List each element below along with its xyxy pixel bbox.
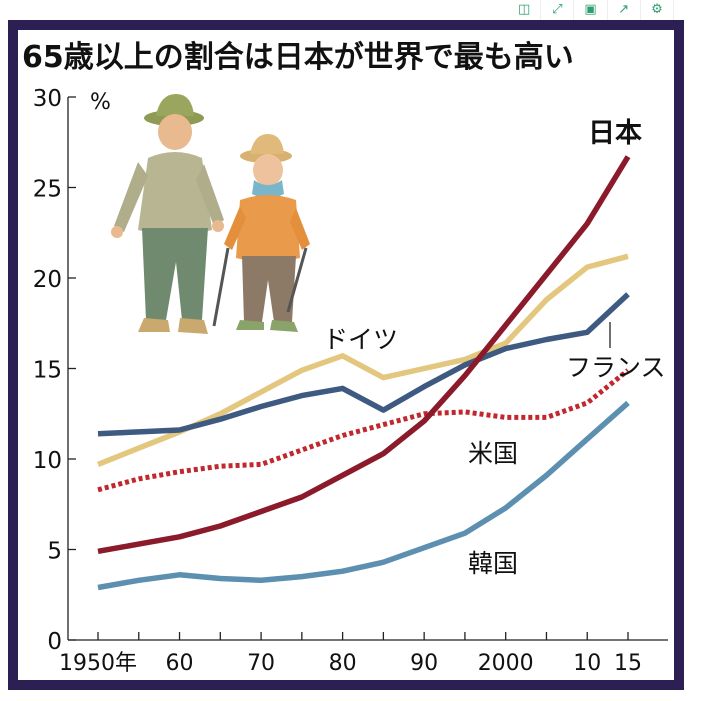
y-tick-label: 20 xyxy=(33,267,62,293)
x-tick-label: 10 xyxy=(573,651,601,676)
series-label-2: フランス xyxy=(566,353,666,382)
series-line-0 xyxy=(97,155,631,555)
series-line-2 xyxy=(97,292,630,437)
axes: 0 5 10 15 20 25 30 % 1950年 60 70 80 90 2000 10 15 xyxy=(33,86,668,676)
x-tick-label: 15 xyxy=(614,651,642,676)
y-tick-label: 0 xyxy=(47,629,62,655)
line-chart: 0 5 10 15 20 25 30 % 1950年 60 70 80 90 2000 10 15 日本ドイツ… xyxy=(33,86,668,676)
fullscreen-icon[interactable]: ⤢ xyxy=(541,0,575,20)
y-tick-label: 5 xyxy=(47,539,62,565)
save-icon[interactable]: ▣ xyxy=(574,0,608,20)
chart-panel: 65歳以上の割合は日本が世界で最も高い xyxy=(18,30,674,680)
series-label-1: ドイツ xyxy=(323,325,398,354)
viewer-toolbar: ◫ ⤢ ▣ ↗ ⚙ xyxy=(508,0,675,21)
x-tick-label: 2000 xyxy=(478,651,534,676)
x-tick-label: 90 xyxy=(410,651,438,676)
share-icon[interactable]: ↗ xyxy=(608,0,641,20)
series-label-4: 韓国 xyxy=(468,549,518,578)
series-line-1 xyxy=(96,253,629,467)
page-icon[interactable]: ◫ xyxy=(508,0,542,20)
x-tick-label: 80 xyxy=(329,651,357,676)
series-layer xyxy=(96,155,631,591)
settings-icon[interactable]: ⚙ xyxy=(641,0,675,20)
chart-title: 65歳以上の割合は日本が世界で最も高い xyxy=(22,40,574,75)
y-tick-label: 25 xyxy=(33,177,62,203)
x-tick-label: 60 xyxy=(166,651,194,676)
y-tick-label: 15 xyxy=(33,358,62,384)
y-tick-label: 10 xyxy=(33,448,62,474)
series-line-3 xyxy=(97,368,630,493)
hikers-illustration xyxy=(111,94,310,334)
x-tick-label: 1950年 xyxy=(59,651,137,676)
y-tick-label: 30 xyxy=(33,86,62,112)
x-tick-label: 70 xyxy=(247,651,275,676)
series-label-3: 米国 xyxy=(468,439,518,468)
y-axis-unit: % xyxy=(90,90,111,115)
series-label-0: 日本 xyxy=(588,118,642,149)
series-line-4 xyxy=(97,400,630,591)
